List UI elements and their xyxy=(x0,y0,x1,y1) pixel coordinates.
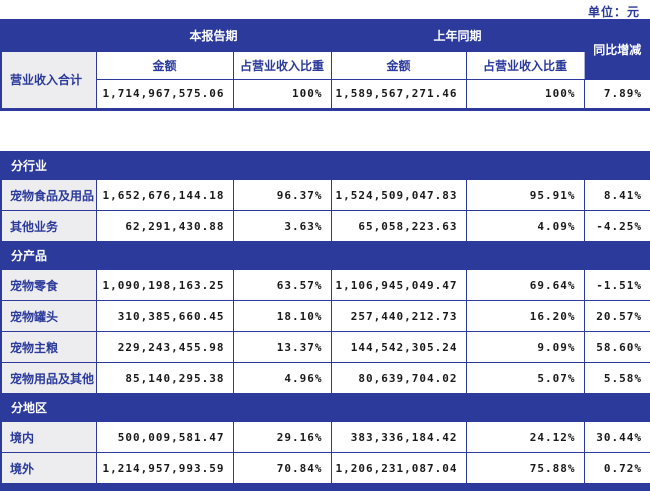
unit-label: 单位：元 xyxy=(587,5,640,19)
prior-ratio-cell: 9.09% xyxy=(465,331,585,363)
current-amount-cell: 500,009,581.47 xyxy=(95,421,234,453)
period-header-row: 本报告期 上年同期 同比增减 xyxy=(0,19,650,80)
yoy-cell: -4.25% xyxy=(583,210,650,242)
corner-cell xyxy=(0,19,97,52)
prior-period-header: 上年同期 xyxy=(330,19,585,52)
current-amount-cell: 85,140,295.38 xyxy=(95,362,234,394)
yoy-cell: 5.58% xyxy=(583,362,650,394)
clipped-bottom-band xyxy=(0,483,650,491)
current-ratio-cell: 3.63% xyxy=(232,210,332,242)
section-header-by-industry: 分行业 xyxy=(0,151,650,180)
table-row-pet-snacks: 宠物零食 1,090,198,163.25 63.57% 1,106,945,0… xyxy=(0,269,650,301)
prior-ratio-cell: 5.07% xyxy=(465,362,585,394)
row-label: 宠物食品及用品 xyxy=(0,179,97,211)
ratio-header-current: 占营业收入比重 xyxy=(232,50,332,80)
prior-amount-cell: 1,106,945,049.47 xyxy=(330,269,467,301)
row-label: 境外 xyxy=(0,452,97,484)
table-row-overseas: 境外 1,214,957,993.59 70.84% 1,206,231,087… xyxy=(0,452,650,484)
current-ratio-cell: 29.16% xyxy=(232,421,332,453)
current-amount-cell: 1,652,676,144.18 xyxy=(95,179,234,211)
prior-ratio-cell: 75.88% xyxy=(465,452,585,484)
table-row-pet-staple-food: 宠物主粮 229,243,455.98 13.37% 144,542,305.2… xyxy=(0,331,650,363)
prior-amount-cell: 65,058,223.63 xyxy=(330,210,467,242)
total-prior-ratio: 100% xyxy=(465,78,585,110)
section-title: 分行业 xyxy=(0,151,650,180)
table-row-pet-canned: 宠物罐头 310,385,660.45 18.10% 257,440,212.7… xyxy=(0,300,650,332)
prior-amount-cell: 383,336,184.42 xyxy=(330,421,467,453)
table-row-pet-food-supplies: 宠物食品及用品 1,652,676,144.18 96.37% 1,524,50… xyxy=(0,179,650,211)
total-prior-amount: 1,589,567,271.46 xyxy=(330,78,467,110)
row-label: 宠物零食 xyxy=(0,269,97,301)
revenue-breakdown-table: 分行业 宠物食品及用品 1,652,676,144.18 96.37% 1,52… xyxy=(0,150,650,491)
total-revenue-row: 1,714,967,575.06 100% 1,589,567,271.46 1… xyxy=(1,78,650,110)
prior-amount-cell: 257,440,212.73 xyxy=(330,300,467,332)
total-revenue-label: 营业收入合计 xyxy=(0,50,97,110)
current-ratio-cell: 96.37% xyxy=(232,179,332,211)
current-ratio-cell: 4.96% xyxy=(232,362,332,394)
subheader-row: 营业收入合计 金额 占营业收入比重 金额 占营业收入比重 xyxy=(0,50,650,110)
amount-header-prior: 金额 xyxy=(330,50,467,80)
current-ratio-cell: 18.10% xyxy=(232,300,332,332)
current-amount-cell: 310,385,660.45 xyxy=(95,300,234,332)
prior-amount-cell: 1,524,509,047.83 xyxy=(330,179,467,211)
section-title: 分产品 xyxy=(0,241,650,270)
amount-header-current: 金额 xyxy=(95,50,234,80)
yoy-cell: 58.60% xyxy=(583,331,650,363)
prior-ratio-cell: 95.91% xyxy=(465,179,585,211)
section-title: 分地区 xyxy=(0,393,650,422)
prior-ratio-cell: 24.12% xyxy=(465,421,585,453)
row-label: 其他业务 xyxy=(0,210,97,242)
yoy-cell: -1.51% xyxy=(583,269,650,301)
current-ratio-cell: 13.37% xyxy=(232,331,332,363)
prior-ratio-cell: 4.09% xyxy=(465,210,585,242)
table-row-domestic: 境内 500,009,581.47 29.16% 383,336,184.42 … xyxy=(0,421,650,453)
prior-amount-cell: 80,639,704.02 xyxy=(330,362,467,394)
row-label: 境内 xyxy=(0,421,97,453)
yoy-header: 同比增减 xyxy=(583,19,650,80)
current-amount-cell: 229,243,455.98 xyxy=(95,331,234,363)
row-label: 宠物用品及其他 xyxy=(0,362,97,394)
total-yoy-value: 7.89% xyxy=(583,78,650,110)
current-amount-cell: 1,090,198,163.25 xyxy=(95,269,234,301)
section-header-by-region: 分地区 xyxy=(0,393,650,422)
row-label: 宠物主粮 xyxy=(0,331,97,363)
yoy-cell: 30.44% xyxy=(583,421,650,453)
ratio-header-prior: 占营业收入比重 xyxy=(465,50,585,80)
row-label: 宠物罐头 xyxy=(0,300,97,332)
prior-amount-cell: 144,542,305.24 xyxy=(330,331,467,363)
total-current-ratio: 100% xyxy=(232,78,332,110)
current-amount-cell: 1,214,957,993.59 xyxy=(95,452,234,484)
clipped-section-band xyxy=(0,483,650,491)
table-row-other-business: 其他业务 62,291,430.88 3.63% 65,058,223.63 4… xyxy=(0,210,650,242)
current-ratio-cell: 70.84% xyxy=(232,452,332,484)
prior-amount-cell: 1,206,231,087.04 xyxy=(330,452,467,484)
total-current-amount: 1,714,967,575.06 xyxy=(95,78,234,110)
yoy-cell: 0.72% xyxy=(583,452,650,484)
current-period-header: 本报告期 xyxy=(95,19,332,52)
prior-ratio-cell: 16.20% xyxy=(465,300,585,332)
current-ratio-cell: 63.57% xyxy=(232,269,332,301)
revenue-summary-table: 本报告期 上年同期 同比增减 营业收入合计 金额 占营业收入比重 金额 占营业收… xyxy=(0,19,650,111)
yoy-cell: 8.41% xyxy=(583,179,650,211)
table-row-pet-supplies-other: 宠物用品及其他 85,140,295.38 4.96% 80,639,704.0… xyxy=(0,362,650,394)
yoy-cell: 20.57% xyxy=(583,300,650,332)
section-header-by-product: 分产品 xyxy=(0,241,650,270)
current-amount-cell: 62,291,430.88 xyxy=(95,210,234,242)
prior-ratio-cell: 69.64% xyxy=(465,269,585,301)
